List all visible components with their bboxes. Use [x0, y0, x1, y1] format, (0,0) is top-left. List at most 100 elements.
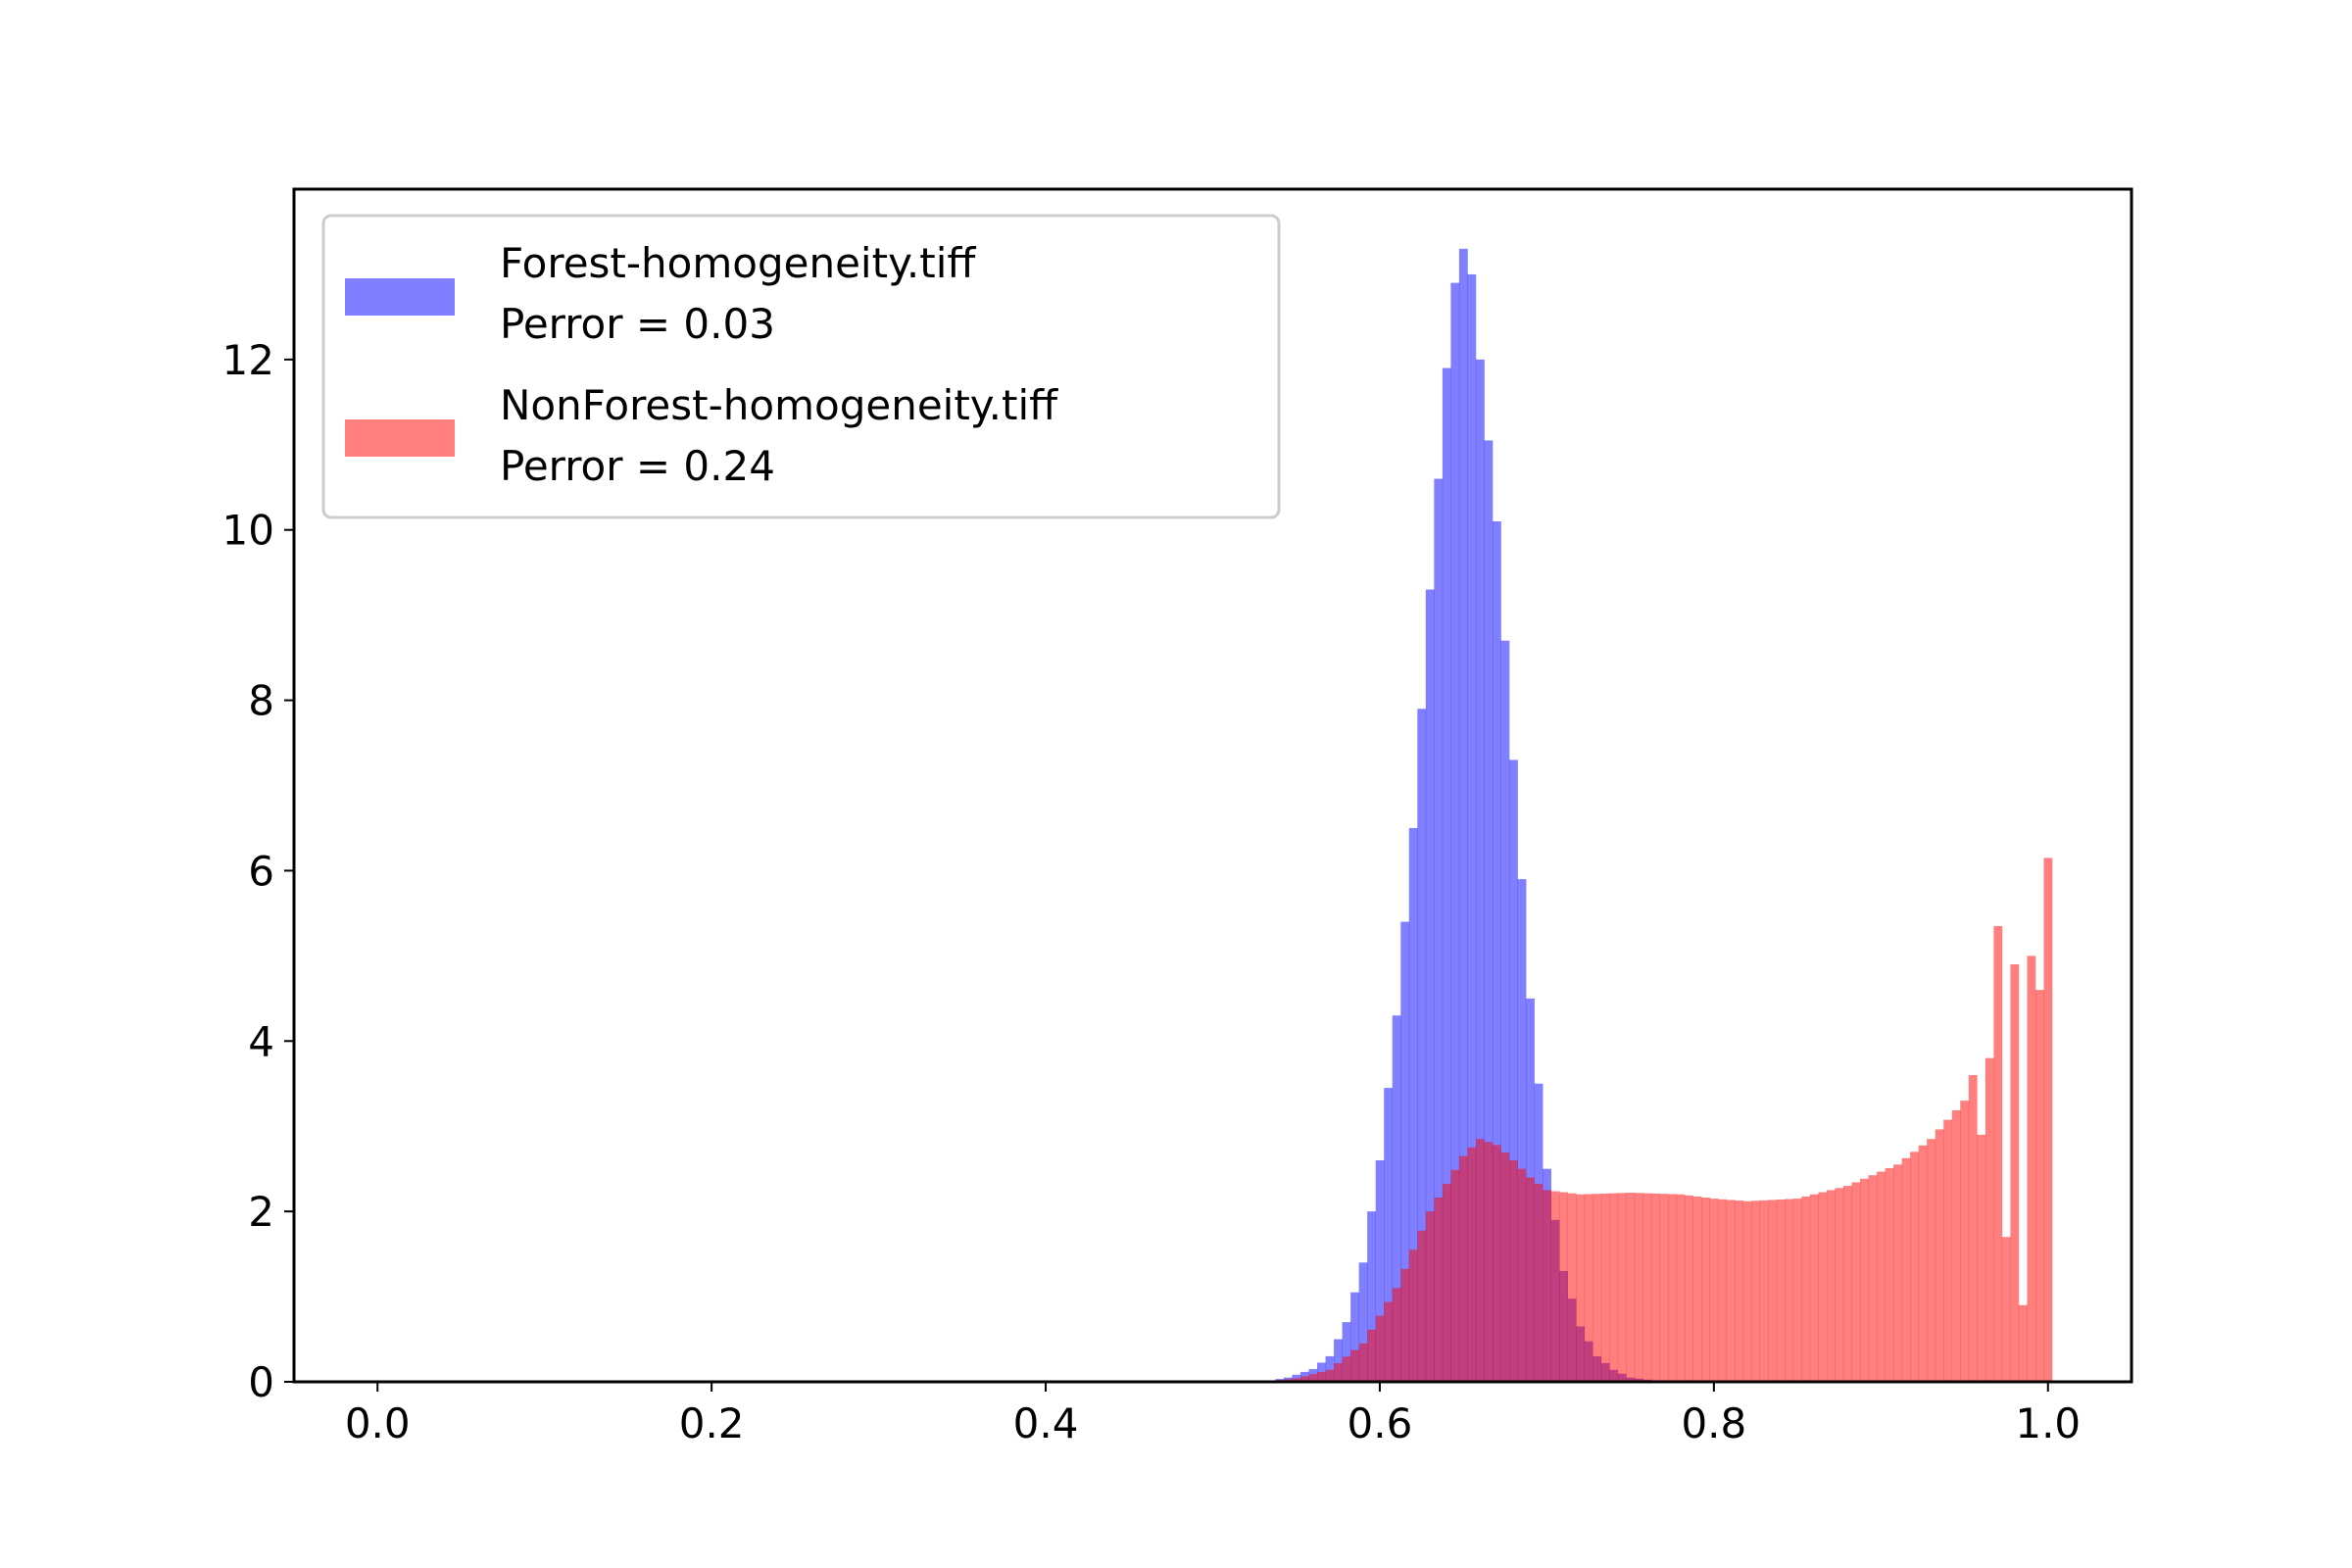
histogram-bar	[1885, 1167, 1894, 1382]
histogram-bar	[1392, 1015, 1401, 1382]
histogram-bar	[1484, 1142, 1494, 1382]
histogram-bar	[1634, 1193, 1643, 1382]
series-1-bars	[1266, 858, 2053, 1382]
histogram-bar	[1617, 1193, 1627, 1382]
histogram-bar	[1685, 1195, 1693, 1382]
histogram-bar	[1367, 1329, 1376, 1382]
x-tick-label: 1.0	[2015, 1399, 2081, 1447]
histogram-bar	[1918, 1145, 1928, 1382]
histogram-bar	[1801, 1196, 1811, 1382]
histogram-bar	[1375, 1315, 1385, 1382]
histogram-bar	[1600, 1193, 1610, 1382]
histogram-bar	[1893, 1164, 1902, 1382]
histogram-bar	[1567, 1193, 1577, 1382]
histogram-bar	[1543, 1190, 1551, 1382]
histogram-bar	[1509, 760, 1518, 1382]
histogram-bar	[1408, 827, 1418, 1382]
histogram-bar	[1458, 1155, 1468, 1382]
histogram-bar	[2010, 964, 2020, 1382]
histogram-bar	[2043, 858, 2053, 1382]
histogram-bar	[1308, 1374, 1318, 1382]
histogram-bar	[1650, 1193, 1660, 1382]
histogram-bar	[1467, 273, 1477, 1383]
histogram-bar	[1851, 1182, 1861, 1382]
histogram-bar	[1701, 1198, 1710, 1382]
histogram-bar	[1325, 1369, 1335, 1382]
histogram-bar	[1458, 248, 1468, 1383]
histogram-bar	[1434, 478, 1444, 1382]
legend-label-nonforest: NonForest-homogeneity.tiff	[500, 381, 1058, 429]
x-tick-label: 0.8	[1681, 1399, 1746, 1447]
histogram-bar	[1927, 1139, 1936, 1382]
histogram-bar	[1517, 1168, 1527, 1382]
legend: Forest-homogeneity.tiff Perror = 0.03 No…	[321, 214, 1281, 519]
histogram-bar	[1910, 1152, 1919, 1382]
y-tick-label: 6	[248, 847, 274, 895]
histogram-bar	[1842, 1186, 1852, 1382]
histogram-bar	[1559, 1192, 1569, 1382]
histogram-bar	[1425, 1211, 1435, 1382]
histogram-bar	[2027, 956, 2036, 1382]
histogram-bar	[1475, 359, 1485, 1382]
histogram-bar	[1667, 1194, 1677, 1382]
histogram-bar	[1442, 1183, 1451, 1382]
y-tick-label: 10	[222, 507, 274, 555]
histogram-bar	[1450, 282, 1460, 1382]
histogram-bar	[1726, 1200, 1736, 1382]
histogram-bar	[1993, 925, 2003, 1382]
histogram-bar	[1935, 1129, 1944, 1382]
histogram-bar	[1400, 1268, 1410, 1382]
histogram-bar	[1626, 1193, 1636, 1382]
x-tick-label: 0.2	[679, 1399, 745, 1447]
legend-label-forest: Forest-homogeneity.tiff	[500, 239, 976, 287]
histogram-bar	[1500, 640, 1510, 1382]
histogram-bar	[1709, 1199, 1719, 1382]
histogram-bar	[1742, 1200, 1752, 1382]
histogram-bar	[1500, 1152, 1510, 1382]
histogram-bar	[1292, 1378, 1301, 1382]
histogram-bar	[1960, 1101, 1970, 1382]
x-tick-label: 0.0	[345, 1399, 411, 1447]
x-tick-label: 0.6	[1348, 1399, 1413, 1447]
plot-frame	[292, 187, 2133, 1384]
histogram-bar	[1408, 1250, 1418, 1382]
histogram-bar	[1442, 368, 1451, 1382]
histogram-bar	[1334, 1363, 1343, 1382]
histogram-bar	[1676, 1194, 1686, 1382]
histogram-bar	[1317, 1372, 1326, 1382]
histogram-bar	[1576, 1194, 1586, 1382]
histogram-bar	[2001, 1237, 2011, 1382]
histogram-bar	[1943, 1119, 1953, 1382]
histogram-bar	[1342, 1322, 1351, 1382]
histogram-bar	[1484, 440, 1494, 1382]
histogram-bar	[1358, 1262, 1368, 1382]
histogram-bar	[2018, 1304, 2028, 1382]
histogram-bar	[1467, 1147, 1477, 1382]
histogram-bar	[1493, 1145, 1501, 1382]
y-tick-label: 0	[248, 1358, 274, 1406]
histogram-bar	[1400, 921, 1410, 1382]
legend-box	[321, 214, 1281, 519]
y-axis: 0 2 4 6 8 10 12	[222, 336, 294, 1406]
histogram-bar	[1417, 1230, 1427, 1382]
histogram-bar	[1818, 1192, 1828, 1382]
x-tick-label: 0.4	[1013, 1399, 1079, 1447]
histogram-bar	[1493, 521, 1501, 1382]
legend-perror-forest: Perror = 0.03	[500, 300, 775, 348]
histogram-bar	[1384, 1088, 1394, 1382]
histogram-bar	[1417, 709, 1427, 1382]
histogram-bar	[1342, 1356, 1351, 1382]
histogram-bar	[1584, 1194, 1593, 1382]
histogram-bar	[1334, 1339, 1343, 1382]
legend-perror-nonforest: Perror = 0.24	[500, 442, 775, 490]
histogram-bar	[1526, 1177, 1535, 1382]
histogram-bar	[1642, 1193, 1652, 1382]
histogram-bar	[2034, 990, 2044, 1382]
histogram-bar	[1517, 879, 1527, 1382]
histogram-bar	[1384, 1301, 1394, 1382]
x-axis: 0.0 0.2 0.4 0.6 0.8 1.0	[345, 1382, 2081, 1447]
histogram-bar	[1434, 1198, 1444, 1382]
histogram-bar	[1735, 1200, 1743, 1382]
histogram-bar	[1350, 1349, 1359, 1382]
